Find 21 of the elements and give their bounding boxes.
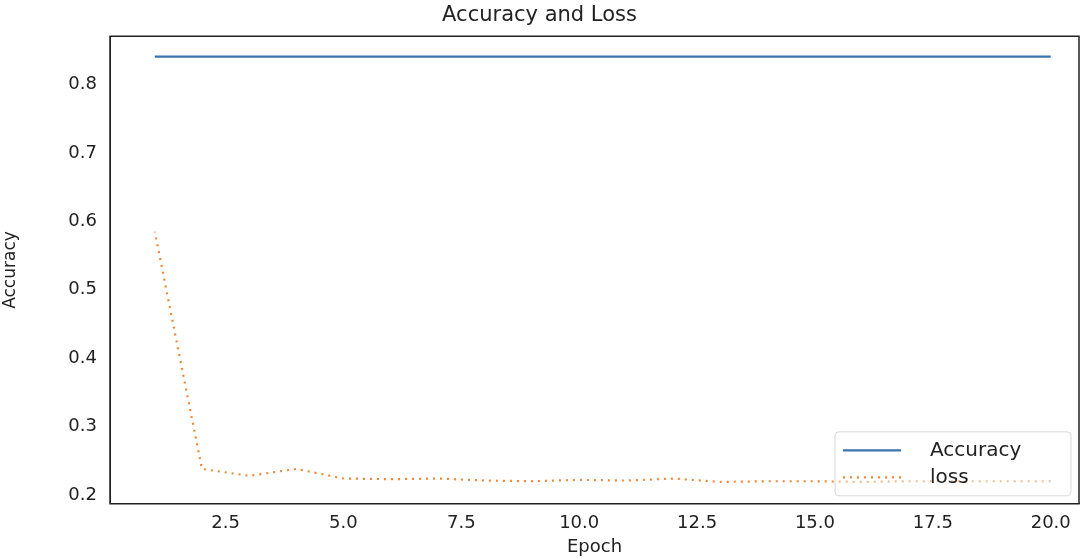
x-tick-label: 7.5 <box>446 511 476 533</box>
x-tick-label: 17.5 <box>912 511 953 533</box>
y-tick-label: 0.7 <box>68 140 97 162</box>
legend-label: loss <box>930 463 969 488</box>
x-tick-label: 20.0 <box>1030 511 1071 533</box>
legend-label: Accuracy <box>930 436 1022 461</box>
x-tick-label: 12.5 <box>677 511 718 533</box>
x-axis-title: Epoch <box>566 534 623 556</box>
y-axis-title: Accuracy <box>0 231 19 309</box>
y-tick-label: 0.5 <box>68 277 97 299</box>
x-tick-label: 5.0 <box>329 511 358 533</box>
y-tick-label: 0.3 <box>68 414 97 436</box>
x-tick-label: 2.5 <box>211 511 240 533</box>
y-tick-label: 0.4 <box>68 345 97 367</box>
x-tick-label: 15.0 <box>794 511 835 533</box>
y-tick-label: 0.8 <box>68 72 97 94</box>
y-tick-label: 0.2 <box>68 482 97 504</box>
x-tick-label: 10.0 <box>559 511 600 533</box>
y-tick-label: 0.6 <box>68 209 97 231</box>
chart-title: Accuracy and Loss <box>442 2 637 27</box>
line-series <box>153 230 1052 484</box>
